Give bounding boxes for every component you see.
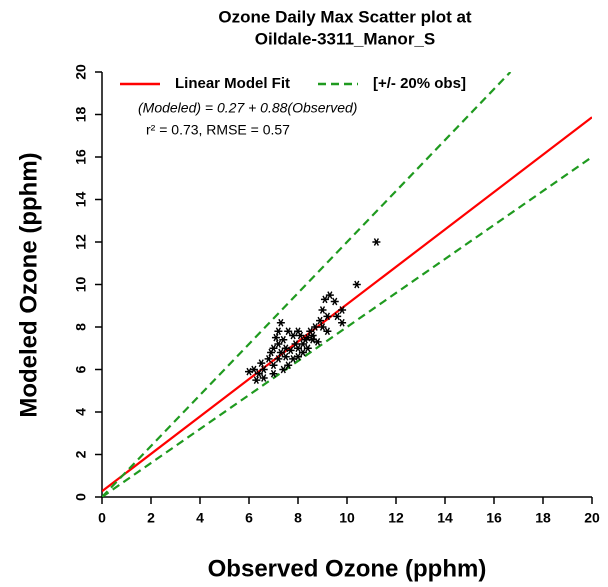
x-tick-label: 10: [339, 510, 355, 526]
data-point: [274, 327, 283, 336]
data-point: [276, 348, 285, 357]
y-tick-label: 12: [73, 234, 89, 250]
data-point: [301, 335, 310, 344]
x-tick-label: 18: [535, 510, 551, 526]
x-tick-label: 4: [196, 510, 204, 526]
fit-line: [102, 116, 592, 493]
y-tick-label: 20: [73, 64, 89, 80]
data-point: [320, 295, 329, 304]
data-point: [318, 323, 327, 331]
x-tick-label: 2: [147, 510, 155, 526]
y-tick-label: 14: [73, 192, 89, 208]
data-point: [259, 374, 268, 382]
legend-label: [+/- 20% obs]: [373, 75, 466, 92]
data-point: [284, 361, 293, 370]
data-point: [245, 367, 253, 376]
data-point: [316, 316, 325, 325]
data-point: [279, 365, 288, 374]
data-point: [338, 318, 347, 327]
x-tick-label: 0: [98, 510, 106, 526]
x-tick-label: 16: [486, 510, 502, 526]
y-tick-label: 10: [73, 277, 89, 293]
data-point: [323, 327, 332, 336]
data-point: [252, 376, 261, 384]
annotation: (Modeled) = 0.27 + 0.88(Observed): [138, 100, 357, 116]
fit-line: [102, 156, 592, 497]
data-point: [274, 355, 283, 363]
y-tick-label: 2: [73, 450, 89, 458]
data-point: [296, 331, 305, 340]
data-point: [284, 327, 293, 336]
data-point: [338, 306, 347, 314]
x-tick-label: 12: [388, 510, 404, 526]
y-tick-label: 0: [73, 493, 89, 501]
data-point: [294, 352, 302, 361]
data-point: [281, 352, 290, 361]
chart-title: Ozone Daily Max Scatter plot at: [218, 7, 472, 26]
data-point: [257, 359, 266, 367]
data-point: [279, 335, 288, 344]
y-tick-label: 8: [73, 323, 89, 331]
data-point: [308, 335, 317, 344]
data-point: [286, 346, 295, 355]
x-axis-label: Observed Ozone (pphm): [208, 555, 487, 582]
data-point: [276, 318, 285, 327]
data-point: [259, 365, 268, 374]
data-point: [274, 340, 283, 348]
data-point: [269, 361, 278, 370]
data-point: [318, 306, 327, 314]
data-point: [325, 291, 334, 299]
data-point: [298, 348, 307, 357]
x-tick-label: 6: [245, 510, 253, 526]
data-point: [333, 312, 342, 321]
data-point: [269, 369, 278, 378]
data-point: [291, 340, 300, 348]
x-tick-label: 14: [437, 510, 453, 526]
data-point: [271, 333, 280, 342]
fit-line: [102, 72, 512, 497]
data-point: [289, 331, 298, 340]
x-tick-label: 20: [584, 510, 600, 526]
y-tick-label: 18: [73, 107, 89, 123]
data-point: [254, 369, 263, 378]
data-point: [330, 297, 339, 306]
data-point: [372, 238, 381, 246]
y-tick-label: 4: [73, 408, 89, 416]
annotation: r² = 0.73, RMSE = 0.57: [146, 122, 290, 138]
y-tick-label: 16: [73, 149, 89, 165]
data-point: [264, 355, 273, 363]
data-point: [303, 344, 312, 353]
chart-title: Oildale-3311_Manor_S: [255, 29, 435, 48]
data-point: [323, 312, 332, 321]
data-point: [352, 280, 361, 289]
y-axis-label: Modeled Ozone (pphm): [15, 152, 42, 417]
data-point: [267, 348, 276, 357]
y-tick-label: 6: [73, 365, 89, 373]
x-tick-label: 8: [294, 510, 302, 526]
legend-label: Linear Model Fit: [175, 75, 290, 92]
data-point: [311, 323, 320, 331]
